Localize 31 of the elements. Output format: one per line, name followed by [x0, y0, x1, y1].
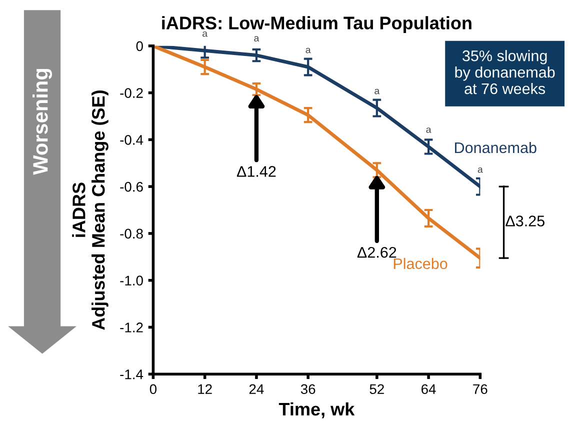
- annotation: a: [306, 48, 311, 54]
- y-tick-label: -0.6: [120, 182, 143, 192]
- x-tick-label: 24: [249, 384, 264, 394]
- chart-title: iADRS: Low-Medium Tau Population: [162, 16, 472, 33]
- y-tick-label: 0: [136, 41, 143, 52]
- x-tick-label: 52: [370, 384, 384, 394]
- annotation: Δ2.62: [357, 246, 396, 258]
- annotation: a: [254, 36, 260, 42]
- series-label: Donanemab: [455, 142, 536, 154]
- annotation: a: [478, 167, 483, 173]
- y-tick-label: -1.0: [120, 276, 143, 286]
- x-tick-label: 64: [422, 384, 436, 394]
- annotation: a: [374, 88, 380, 94]
- x-tick-label: 76: [473, 384, 488, 394]
- y-tick-label: -0.2: [120, 88, 143, 98]
- annotation: 35% slowing by donanemab at 76 weeks: [455, 50, 555, 94]
- x-tick-label: 0: [150, 384, 157, 394]
- x-axis-title: Time, wk: [278, 402, 355, 418]
- annotation: a: [202, 31, 208, 37]
- annotation: Δ1.42: [236, 166, 276, 177]
- text: Δ3.25: [506, 216, 544, 226]
- y-tick-label: -1.2: [120, 322, 143, 332]
- y-axis-title: iADRS Adjusted Mean Change (SE): [72, 90, 108, 330]
- text: Worsening: [32, 68, 52, 175]
- y-tick-label: -0.4: [120, 135, 144, 145]
- x-tick-label: 36: [300, 384, 316, 394]
- x-tick-label: 12: [198, 384, 212, 394]
- series-label: Placebo: [394, 258, 448, 270]
- annotation: a: [426, 128, 432, 133]
- y-tick-label: -1.4: [120, 370, 144, 380]
- y-tick-label: -0.8: [120, 228, 143, 239]
